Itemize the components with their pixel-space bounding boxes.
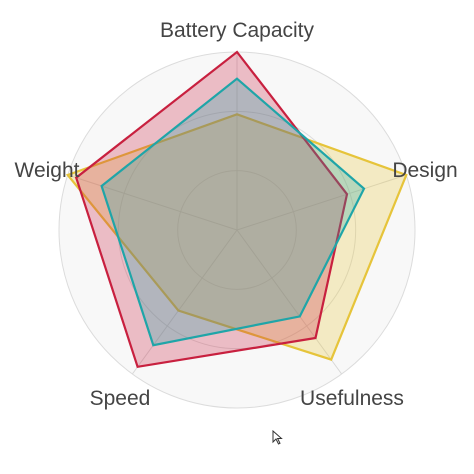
spoke-line <box>236 174 407 231</box>
radar-grid <box>58 51 416 409</box>
axis-label-weight: Weight <box>15 159 80 182</box>
mouse-pointer-icon <box>272 430 283 445</box>
axis-label-design: Design <box>392 159 457 182</box>
series-1-polygon <box>65 113 408 361</box>
axis-label-speed: Speed <box>90 387 151 410</box>
spoke-line <box>131 229 238 375</box>
series-2-polygon <box>74 50 349 369</box>
spoke-line <box>67 174 238 231</box>
axis-label-usefulness: Usefulness <box>300 387 404 410</box>
spoke-line <box>236 229 343 375</box>
series-3-polygon <box>100 77 366 347</box>
axis-label-battery-capacity: Battery Capacity <box>160 19 315 42</box>
axis-labels: Battery Capacity Design Usefulness Speed… <box>15 19 458 410</box>
radar-series-layer <box>65 50 408 369</box>
